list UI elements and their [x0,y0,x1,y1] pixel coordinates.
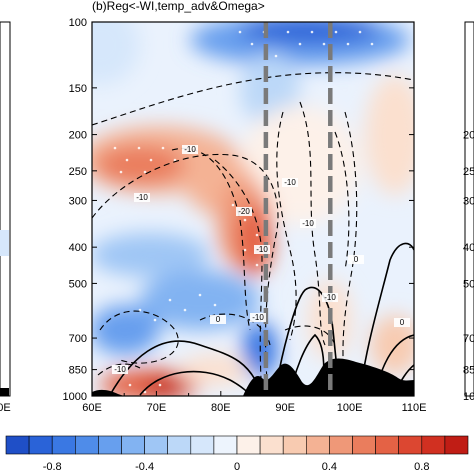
contour-label: -10 [114,365,126,374]
contour-label-box [182,145,198,154]
colorbar-cell [305,435,330,455]
contour-label: -20 [238,207,250,216]
y-tick-label: 200 [69,130,87,142]
colorbar-cell [329,435,353,455]
contour-label-box [322,293,338,302]
right-panel-y-tick-label: 40 [463,242,474,254]
contour-label-box [210,315,226,324]
colorbar-tick-label: -0.8 [43,461,62,473]
colorbar-cell [190,435,215,455]
colorbar-cell [167,435,192,455]
x-tick-label: 80E [211,402,231,414]
colorbar-cell [213,435,238,455]
contour-label: 0 [400,318,405,327]
x-axis: 60E 70E 80E 90E 100E 110E [82,391,426,414]
contour-label-box [348,255,364,264]
shaded-field: -10 -10 -10 -20 -10 -10 -10 0 -10 0 -10 0 [92,22,414,396]
right-panel-y-tick-label: 70 [463,333,474,345]
negative-contours [92,72,414,396]
terrain-mask-west [92,389,124,396]
contour-labels: -10 -10 -10 -20 -10 -10 -10 0 -10 0 -10 0 [112,145,410,374]
right-partial-panel: 20 25 30 40 50 70 85 100 [463,21,474,403]
colorbar-cell [352,435,376,455]
contour-label: -10 [324,293,336,302]
main-panel: -10 -10 -10 -20 -10 -10 -10 0 -10 0 -10 0 (b)Reg<-W… [63,0,427,414]
right-panel-y-tick-label: 50 [463,278,474,290]
left-panel-frame [0,21,11,397]
colorbar-cell [51,435,76,455]
colorbar-cell [398,435,423,455]
colorbar-cell [144,435,169,455]
contour-label: -10 [302,219,314,228]
colorbar-cell [421,435,446,455]
colorbar-cell [282,435,307,455]
right-panel-y-ticks: 20 25 30 40 50 70 85 100 [463,130,474,403]
left-panel-shade [0,230,9,256]
x-tick-label: 70E [147,402,167,414]
y-tick-label: 300 [69,195,87,207]
contour-label: -10 [184,145,196,154]
contour-label: -10 [256,245,268,254]
panel-title: (b)Reg<-WI,temp_adv&Omega> [92,0,265,13]
y-tick-label: 400 [69,242,87,254]
colorbar-cell [5,435,30,455]
colorbar-cell [98,435,122,455]
colorbar-cell [121,435,145,455]
y-axis: 100 150 200 250 300 400 500 700 850 1000 [63,17,414,403]
y-tick-label: 700 [69,333,87,345]
x-tick-label: 100E [337,402,363,414]
contour-label: 0 [216,315,221,324]
contour-label-box [394,318,410,327]
left-panel-x-tick: 0E [0,402,11,414]
contour-label-box [112,365,128,374]
contour-label: -10 [136,193,148,202]
y-tick-label: 1000 [63,391,87,403]
colorbar-cell [75,435,99,455]
x-tick-label: 90E [275,402,295,414]
contour-label-box [254,245,270,254]
contour-label-box [236,207,252,216]
colorbar-cell [375,435,400,455]
contour-label: 0 [354,255,359,264]
contour-label-box [282,178,298,187]
left-panel-terrain [0,388,9,396]
x-tick-label: 60E [82,402,102,414]
contour-label: -10 [252,313,264,322]
y-tick-label: 100 [69,17,87,29]
colorbar: -0.8 -0.4 0 0.4 0.8 [5,435,469,473]
right-panel-y-tick-label: 100 [463,391,474,403]
right-panel-frame [464,21,474,397]
reference-lines [263,22,333,396]
colorbar-cell [236,435,261,455]
contour-label-box [250,313,266,322]
colorbar-tick-label: 0.4 [322,461,337,473]
right-panel-y-tick-label: 85 [463,365,474,377]
contour-label: -10 [284,178,296,187]
right-panel-y-tick-label: 20 [463,130,474,142]
colorbar-tick-label: 0 [234,461,240,473]
right-panel-y-tick-label: 30 [463,195,474,207]
x-tick-label: 110E [402,402,427,414]
right-panel-y-tick-label: 25 [463,166,474,178]
y-tick-label: 500 [69,278,87,290]
colorbar-cell [259,435,284,455]
contour-label-box [300,219,316,228]
y-tick-label: 850 [69,365,87,377]
significance-stipples [113,30,374,394]
colorbar-tick-label: 0.8 [414,461,429,473]
colorbar-tick-label: -0.4 [135,461,154,473]
y-tick-label: 150 [69,83,87,95]
y-tick-label: 250 [69,166,87,178]
colorbar-cell [444,435,469,455]
contour-label-box [134,193,150,202]
left-partial-panel: 0E [0,21,11,414]
colorbar-cell [28,435,53,455]
